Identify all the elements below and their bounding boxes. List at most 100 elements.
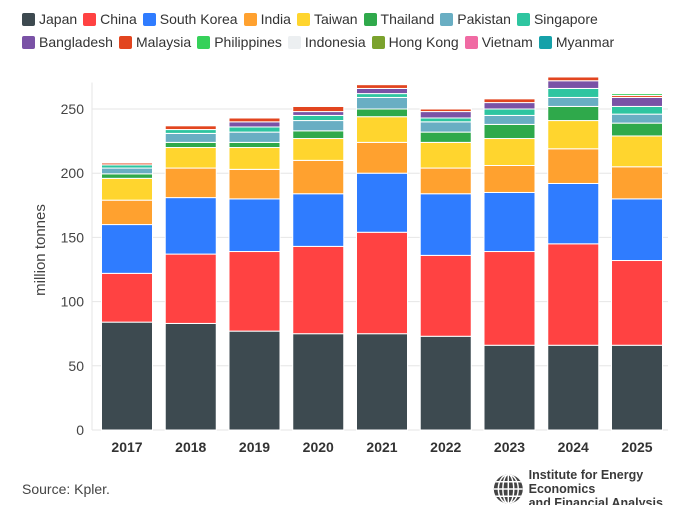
x-tick-label: 2025 (621, 439, 652, 455)
legend-label: South Korea (159, 11, 238, 27)
legend-label: Hong Kong (388, 34, 459, 50)
bar-segment-bangladesh (292, 111, 345, 116)
legend-swatch (440, 13, 454, 26)
legend-label: Thailand (380, 11, 435, 27)
legend-swatch (83, 13, 97, 26)
bar-segment-south-korea (356, 172, 408, 233)
bar-segment-japan (101, 321, 153, 431)
bar-segment-japan (419, 335, 472, 431)
legend-item[interactable]: Thailand (363, 9, 435, 30)
legend-item[interactable]: Indonesia (287, 32, 366, 53)
bar-segment-taiwan (483, 138, 536, 166)
ieefa-logo: Institute for Energy Economics and Finan… (492, 468, 696, 505)
legend-swatch (287, 36, 301, 49)
logo-line-2: and Financial Analysis (528, 496, 663, 505)
bar-segment-malaysia (356, 84, 408, 89)
legend-item[interactable]: Philippines (197, 32, 282, 53)
bar-segment-bangladesh (356, 87, 408, 95)
legend-swatch (197, 36, 211, 49)
legend-label: Pakistan (457, 11, 511, 27)
bar-segment-singapore (483, 108, 536, 116)
bar-segment-taiwan (228, 147, 281, 170)
bar-segment-south-korea (164, 197, 217, 255)
bar-segment-taiwan (611, 135, 663, 168)
bar-segment-south-korea (483, 191, 536, 253)
legend-swatch (142, 13, 156, 26)
bar-segment-india (419, 167, 472, 195)
logo-line-1: Institute for Energy Economics (528, 468, 644, 496)
y-axis-label: million tonnes (32, 204, 49, 296)
legend-item[interactable]: Malaysia (118, 32, 192, 53)
legend-item[interactable]: Pakistan (440, 9, 511, 30)
bar-segment-singapore (228, 126, 281, 133)
y-tick-label: 250 (61, 101, 85, 117)
bar-segment-indonesia (419, 107, 472, 110)
bar-segment-indonesia (164, 124, 217, 127)
bar-segment-pakistan (101, 167, 153, 175)
bar-segment-taiwan (101, 177, 153, 201)
bar-segment-thailand (483, 123, 536, 140)
bar-segment-bangladesh (611, 96, 663, 107)
bar-segment-singapore (356, 93, 408, 98)
legend-label: Bangladesh (39, 34, 113, 50)
bar-segment-japan (547, 344, 600, 431)
legend-label: India (260, 11, 291, 27)
bar-segment-japan (356, 333, 408, 431)
legend-item[interactable]: Vietnam (464, 32, 533, 53)
bar-segment-malaysia (164, 125, 217, 131)
bar-segment-india (292, 159, 345, 195)
bar-segment-south-korea (419, 193, 472, 256)
bar-segment-china (483, 251, 536, 346)
bar-segment-pakistan (547, 96, 600, 107)
legend-item[interactable]: Hong Kong (371, 32, 459, 53)
globe-icon (493, 474, 523, 504)
bar-segment-china (547, 243, 600, 346)
bar-segment-south-korea (292, 193, 345, 247)
legend-label: Taiwan (313, 11, 358, 27)
bar-segment-taiwan (356, 116, 408, 143)
bar-segment-thailand (164, 141, 217, 149)
bar-segment-china (228, 251, 281, 332)
source-note: Source: Kpler. (22, 481, 110, 497)
legend-swatch (538, 36, 552, 49)
bar-segment-bangladesh (483, 102, 536, 110)
bar-segment-taiwan (419, 141, 472, 169)
bar-segment-india (611, 166, 663, 200)
legend-item[interactable]: Japan (22, 9, 77, 30)
bar-segment-pakistan (292, 120, 345, 132)
bar-segment-india (483, 164, 536, 193)
bar-segment-pakistan (483, 114, 536, 125)
bar-segment-india (101, 199, 153, 226)
legend-item[interactable]: India (243, 9, 291, 30)
legend-label: Malaysia (135, 34, 192, 50)
bar-segment-taiwan (164, 147, 217, 169)
legend-item[interactable]: China (83, 9, 137, 30)
bar-segment-singapore (419, 117, 472, 123)
legend-swatch (118, 36, 132, 49)
bar-segment-pakistan (611, 113, 663, 124)
legend-item[interactable]: South Korea (142, 9, 238, 30)
legend-item[interactable]: Myanmar (538, 32, 615, 53)
bar-segment-taiwan (292, 138, 345, 161)
x-tick-label: 2020 (303, 439, 334, 455)
bar-segment-malaysia (228, 117, 281, 123)
bar-segment-china (611, 260, 663, 346)
legend-swatch (22, 36, 35, 49)
bar-segment-thailand (356, 108, 408, 118)
bar-segment-thailand (292, 130, 345, 140)
legend-swatch (516, 13, 530, 26)
legend-item[interactable]: Bangladesh (22, 32, 113, 53)
legend-item[interactable]: Taiwan (296, 9, 358, 30)
legend-item[interactable]: Singapore (516, 9, 598, 30)
bar-segment-japan (292, 333, 345, 431)
bar-segment-india (547, 148, 600, 184)
bar-segment-south-korea (228, 198, 281, 253)
y-tick-label: 50 (68, 358, 84, 374)
x-tick-label: 2024 (558, 439, 589, 455)
bar-segment-indonesia (356, 83, 408, 86)
legend-label: Myanmar (555, 34, 615, 50)
bar-segment-singapore (611, 105, 663, 115)
y-tick-label: 0 (76, 422, 84, 438)
bar-segment-thailand (611, 122, 663, 137)
